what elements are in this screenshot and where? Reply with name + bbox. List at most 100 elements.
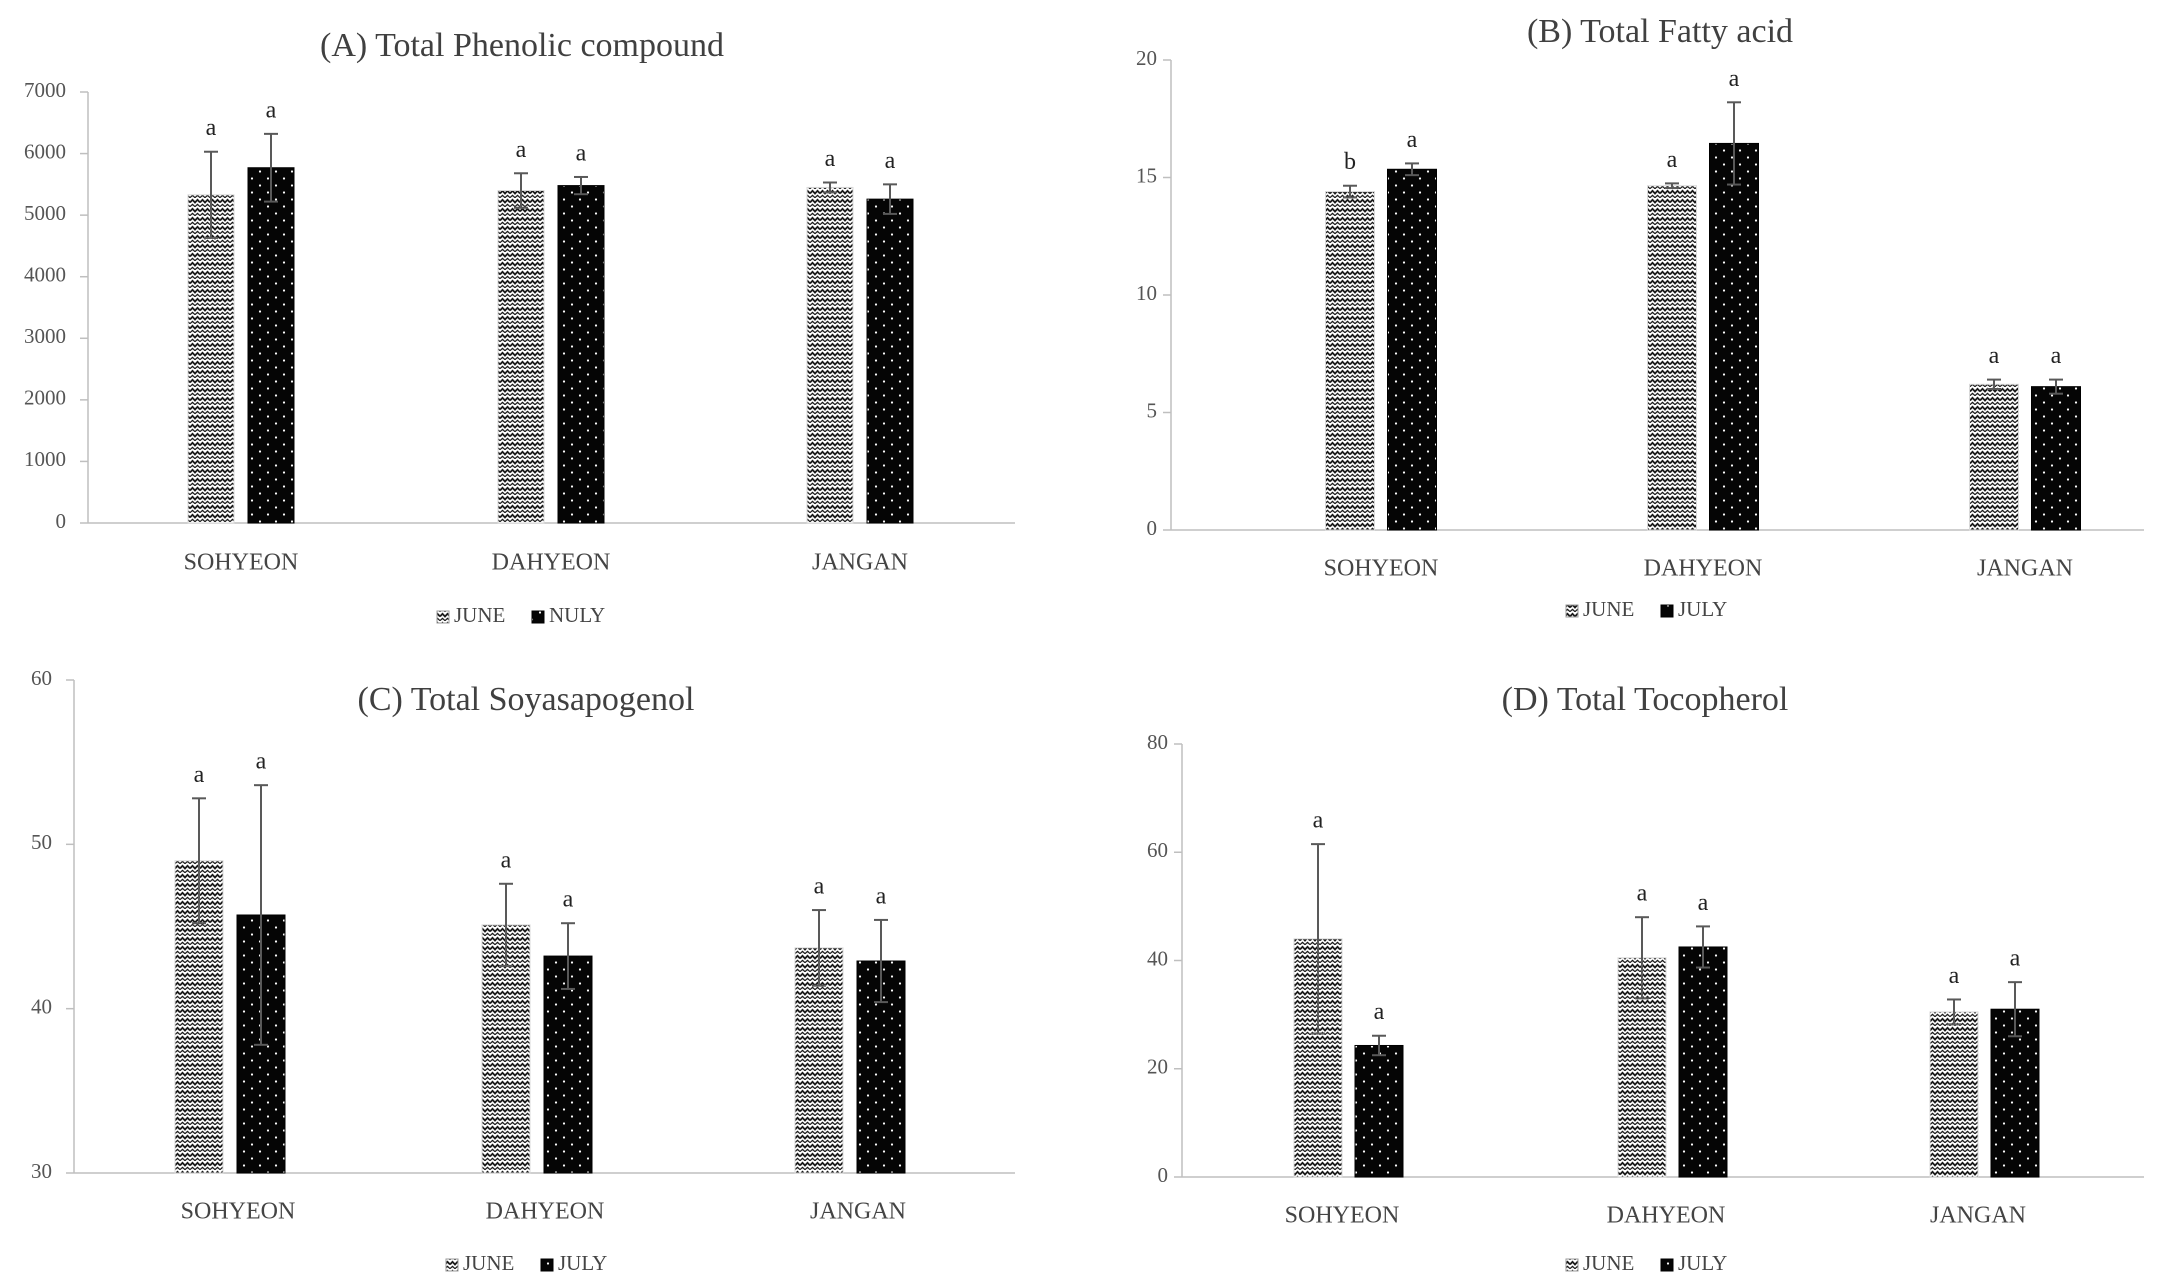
y-tick-label: 5 <box>1147 398 1158 422</box>
bar-nuly-sohyeon <box>247 167 295 524</box>
bar-july-jangan <box>2031 386 2081 531</box>
bar-june-dahyeon <box>1647 185 1697 531</box>
y-tick-label: 1000 <box>24 447 66 471</box>
y-tick-label: 6000 <box>24 139 66 163</box>
significance-letter: a <box>1374 999 1385 1025</box>
y-tick-label: 20 <box>1147 1055 1168 1079</box>
legend-label: JUNE <box>463 1251 514 1275</box>
chart-panel-2: (C) Total Soyasapogenol 30 40 50 60 SOHYEON DA… <box>31 666 1015 1275</box>
x-category-label: JANGAN <box>810 1199 906 1225</box>
x-category-label: SOHYEON <box>1324 556 1439 582</box>
y-tick-label: 50 <box>31 830 52 854</box>
y-tick-label: 0 <box>1147 516 1158 540</box>
x-category-label: DAHYEON <box>1644 556 1763 582</box>
legend-label: JULY <box>1678 1251 1727 1275</box>
bar-july-sohyeon <box>1387 168 1437 531</box>
chart-title: (D) Total Tocopherol <box>1502 681 1789 718</box>
bar-july-dahyeon <box>543 955 593 1174</box>
y-tick-label: 80 <box>1147 730 1168 754</box>
significance-letter: a <box>563 887 574 913</box>
legend: JUNE JULY <box>1565 597 1727 621</box>
x-category-label: SOHYEON <box>184 550 299 576</box>
x-category-label: JANGAN <box>1930 1203 2026 1229</box>
x-category-label: SOHYEON <box>181 1199 296 1225</box>
significance-letter: a <box>256 749 267 775</box>
y-tick-label: 60 <box>1147 838 1168 862</box>
bar-nuly-dahyeon <box>557 185 605 524</box>
significance-letter: a <box>825 146 836 172</box>
x-category-label: JANGAN <box>812 550 908 576</box>
significance-letter: a <box>2051 343 2062 369</box>
bar-july-dahyeon <box>1678 946 1728 1178</box>
chart-panel-3: (D) Total Tocopherol 0 20 40 60 80 SOHYEON DAHY… <box>1147 681 2144 1275</box>
significance-letter: a <box>206 115 217 141</box>
significance-letter: a <box>1313 808 1324 834</box>
bar-june-dahyeon <box>497 190 545 524</box>
x-category-label: JANGAN <box>1977 556 2073 582</box>
y-tick-label: 30 <box>31 1159 52 1183</box>
y-tick-label: 0 <box>1158 1163 1169 1187</box>
legend-swatch-0 <box>445 1258 459 1272</box>
legend-swatch-0 <box>1565 604 1579 618</box>
significance-letter: a <box>1949 963 1960 989</box>
y-tick-label: 40 <box>1147 946 1168 970</box>
x-category-label: SOHYEON <box>1285 1203 1400 1229</box>
legend-swatch-1 <box>540 1258 554 1272</box>
x-category-label: DAHYEON <box>492 550 611 576</box>
legend-swatch-1 <box>1660 1258 1674 1272</box>
bar-june-sohyeon <box>187 194 235 524</box>
chart-title: (B) Total Fatty acid <box>1527 13 1793 50</box>
bar-june-sohyeon <box>1325 191 1375 531</box>
bar-july-dahyeon <box>1709 142 1759 531</box>
legend-swatch-0 <box>436 610 450 624</box>
bar-june-jangan <box>1929 1011 1979 1178</box>
y-tick-label: 40 <box>31 994 52 1018</box>
significance-letter: a <box>1698 890 1709 916</box>
y-tick-label: 20 <box>1136 46 1157 70</box>
y-tick-label: 3000 <box>24 324 66 348</box>
y-tick-label: 0 <box>56 509 67 533</box>
chart-panel-1: (B) Total Fatty acid 0 5 10 15 20 SOHYEON DAHYE… <box>1136 13 2144 621</box>
y-tick-label: 60 <box>31 666 52 690</box>
chart-panel-0: (A) Total Phenolic compound 0 1000 2000 3000… <box>24 27 1015 627</box>
legend-label: NULY <box>549 603 605 627</box>
y-tick-label: 7000 <box>24 78 66 102</box>
y-tick-label: 4000 <box>24 263 66 287</box>
chart-title: (C) Total Soyasapogenol <box>358 681 695 718</box>
y-tick-label: 2000 <box>24 386 66 410</box>
significance-letter: a <box>814 874 825 900</box>
bar-june-jangan <box>806 186 854 524</box>
legend: JUNE JULY <box>1565 1251 1727 1275</box>
significance-letter: a <box>2010 946 2021 972</box>
y-tick-label: 10 <box>1136 281 1157 305</box>
significance-letter: a <box>1637 881 1648 907</box>
legend-label: JUNE <box>1583 597 1634 621</box>
legend-swatch-1 <box>1660 604 1674 618</box>
x-category-label: DAHYEON <box>1607 1203 1726 1229</box>
bar-july-sohyeon <box>1354 1044 1404 1178</box>
legend: JUNE NULY <box>436 603 605 627</box>
legend-label: JULY <box>1678 597 1727 621</box>
bar-nuly-jangan <box>866 198 914 524</box>
legend: JUNE JULY <box>445 1251 607 1275</box>
significance-letter: a <box>194 762 205 788</box>
x-category-label: DAHYEON <box>486 1199 605 1225</box>
y-tick-label: 15 <box>1136 163 1157 187</box>
chart-title: (A) Total Phenolic compound <box>320 27 724 64</box>
significance-letter: a <box>1729 66 1740 92</box>
significance-letter: a <box>885 148 896 174</box>
significance-letter: b <box>1344 149 1356 175</box>
significance-letter: a <box>501 847 512 873</box>
significance-letter: a <box>576 140 587 166</box>
legend-swatch-1 <box>531 610 545 624</box>
significance-letter: a <box>876 883 887 909</box>
legend-label: JULY <box>558 1251 607 1275</box>
significance-letter: a <box>1989 343 2000 369</box>
significance-letter: a <box>266 97 277 123</box>
y-tick-label: 5000 <box>24 201 66 225</box>
bar-june-sohyeon <box>1293 938 1343 1178</box>
significance-letter: a <box>1667 147 1678 173</box>
legend-label: JUNE <box>1583 1251 1634 1275</box>
bar-june-jangan <box>1969 383 2019 531</box>
